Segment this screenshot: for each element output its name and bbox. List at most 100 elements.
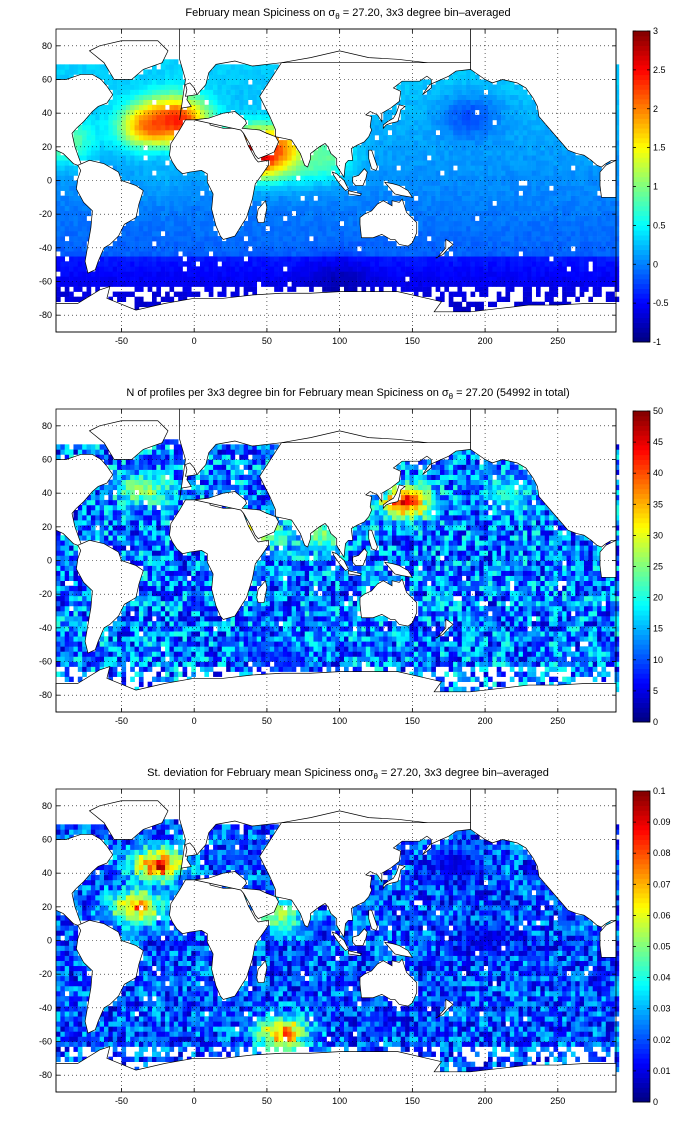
data-cell [322,286,327,292]
data-cell [304,210,310,217]
data-cell [492,130,498,136]
data-cell [256,190,262,196]
data-cell [566,231,572,237]
data-cell [265,124,271,131]
data-cell [352,205,358,212]
data-cell [509,236,515,242]
data-cell [453,281,458,287]
data-cell [186,241,192,247]
data-cell [130,94,135,100]
data-cell [527,175,532,181]
data-cell [348,266,354,272]
data-cell [422,215,428,222]
data-cell [160,215,166,222]
data-cell [387,266,393,272]
data-cell [147,550,153,556]
data-cell [117,525,122,531]
data-cell [365,205,371,212]
data-cell [95,499,100,506]
data-cell [291,286,297,292]
data-cell [448,301,454,308]
data-cell [82,525,87,531]
data-cell [56,175,61,181]
data-cell [501,180,506,186]
data-cell [313,150,319,156]
data-cell [453,210,458,217]
data-cell [536,145,541,151]
data-cell [90,444,96,450]
data-cell [479,135,484,141]
data-cell [400,145,406,151]
data-cell [265,130,271,136]
data-cell [278,195,284,201]
data-cell [160,89,166,95]
data-cell [431,281,436,287]
data-cell [536,225,541,232]
data-cell [479,286,484,292]
data-cell [108,540,114,546]
data-cell [169,64,175,70]
data-cell [108,494,114,501]
data-cell [173,210,179,217]
data-cell [531,130,537,136]
data-cell [496,119,502,126]
data-cell [540,220,546,227]
data-cell [156,94,162,100]
data-cell [330,276,336,282]
data-cell [426,170,432,176]
data-cell [374,140,380,146]
data-cell [152,155,157,161]
data-cell [82,64,87,70]
data-cell [440,281,445,287]
data-cell [400,109,406,116]
data-cell [361,266,367,272]
data-cell [117,515,122,521]
data-cell [234,94,240,100]
data-cell [243,109,249,116]
data-cell [121,291,127,297]
data-cell [344,195,349,201]
data-cell [99,135,105,141]
data-cell [152,611,157,617]
data-cell [165,89,170,95]
data-cell [134,484,140,491]
data-cell [77,266,83,272]
data-cell [588,225,594,232]
data-cell [413,94,419,100]
data-cell [374,160,380,166]
data-cell [191,256,196,262]
data-cell [165,271,170,277]
data-cell [496,114,502,121]
data-cell [108,510,114,516]
data-cell [296,215,301,222]
data-cell [121,494,127,501]
data-cell [605,291,611,297]
data-cell [134,520,140,526]
data-cell [479,276,484,282]
data-cell [457,195,463,201]
data-cell [400,165,406,171]
data-cell [352,215,358,222]
data-cell [418,150,423,156]
data-cell [309,276,314,282]
data-cell [82,535,87,541]
colorbar-tick-label: 1 [653,182,658,192]
data-cell [248,109,253,116]
data-cell [77,281,83,287]
data-cell [322,185,327,191]
data-cell [339,205,345,212]
data-cell [605,205,611,212]
data-cell [282,271,288,277]
data-cell [514,236,519,242]
data-cell [370,251,375,257]
data-cell [282,165,288,171]
data-cell [357,170,362,176]
data-cell [461,180,467,186]
data-cell [265,281,271,287]
data-cell [549,271,554,277]
data-cell [422,266,428,272]
data-cell [282,276,288,282]
data-cell [121,469,127,475]
data-cell [344,220,349,227]
data-cell [143,656,148,662]
